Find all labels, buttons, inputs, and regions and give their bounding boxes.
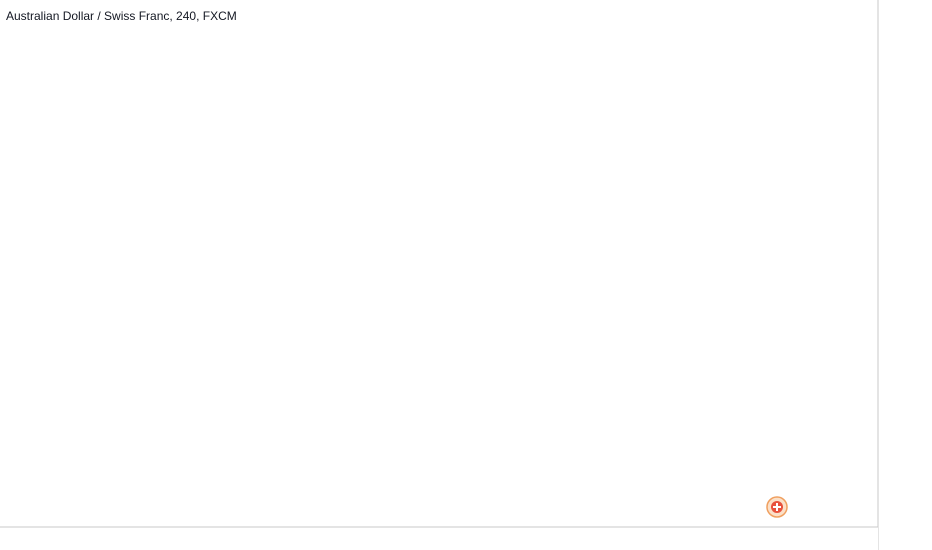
price-axis-bg xyxy=(878,0,932,550)
time-axis-bg xyxy=(0,527,878,550)
chart-title: Australian Dollar / Swiss Franc, 240, FX… xyxy=(6,9,237,23)
alert-icon[interactable] xyxy=(766,496,788,518)
